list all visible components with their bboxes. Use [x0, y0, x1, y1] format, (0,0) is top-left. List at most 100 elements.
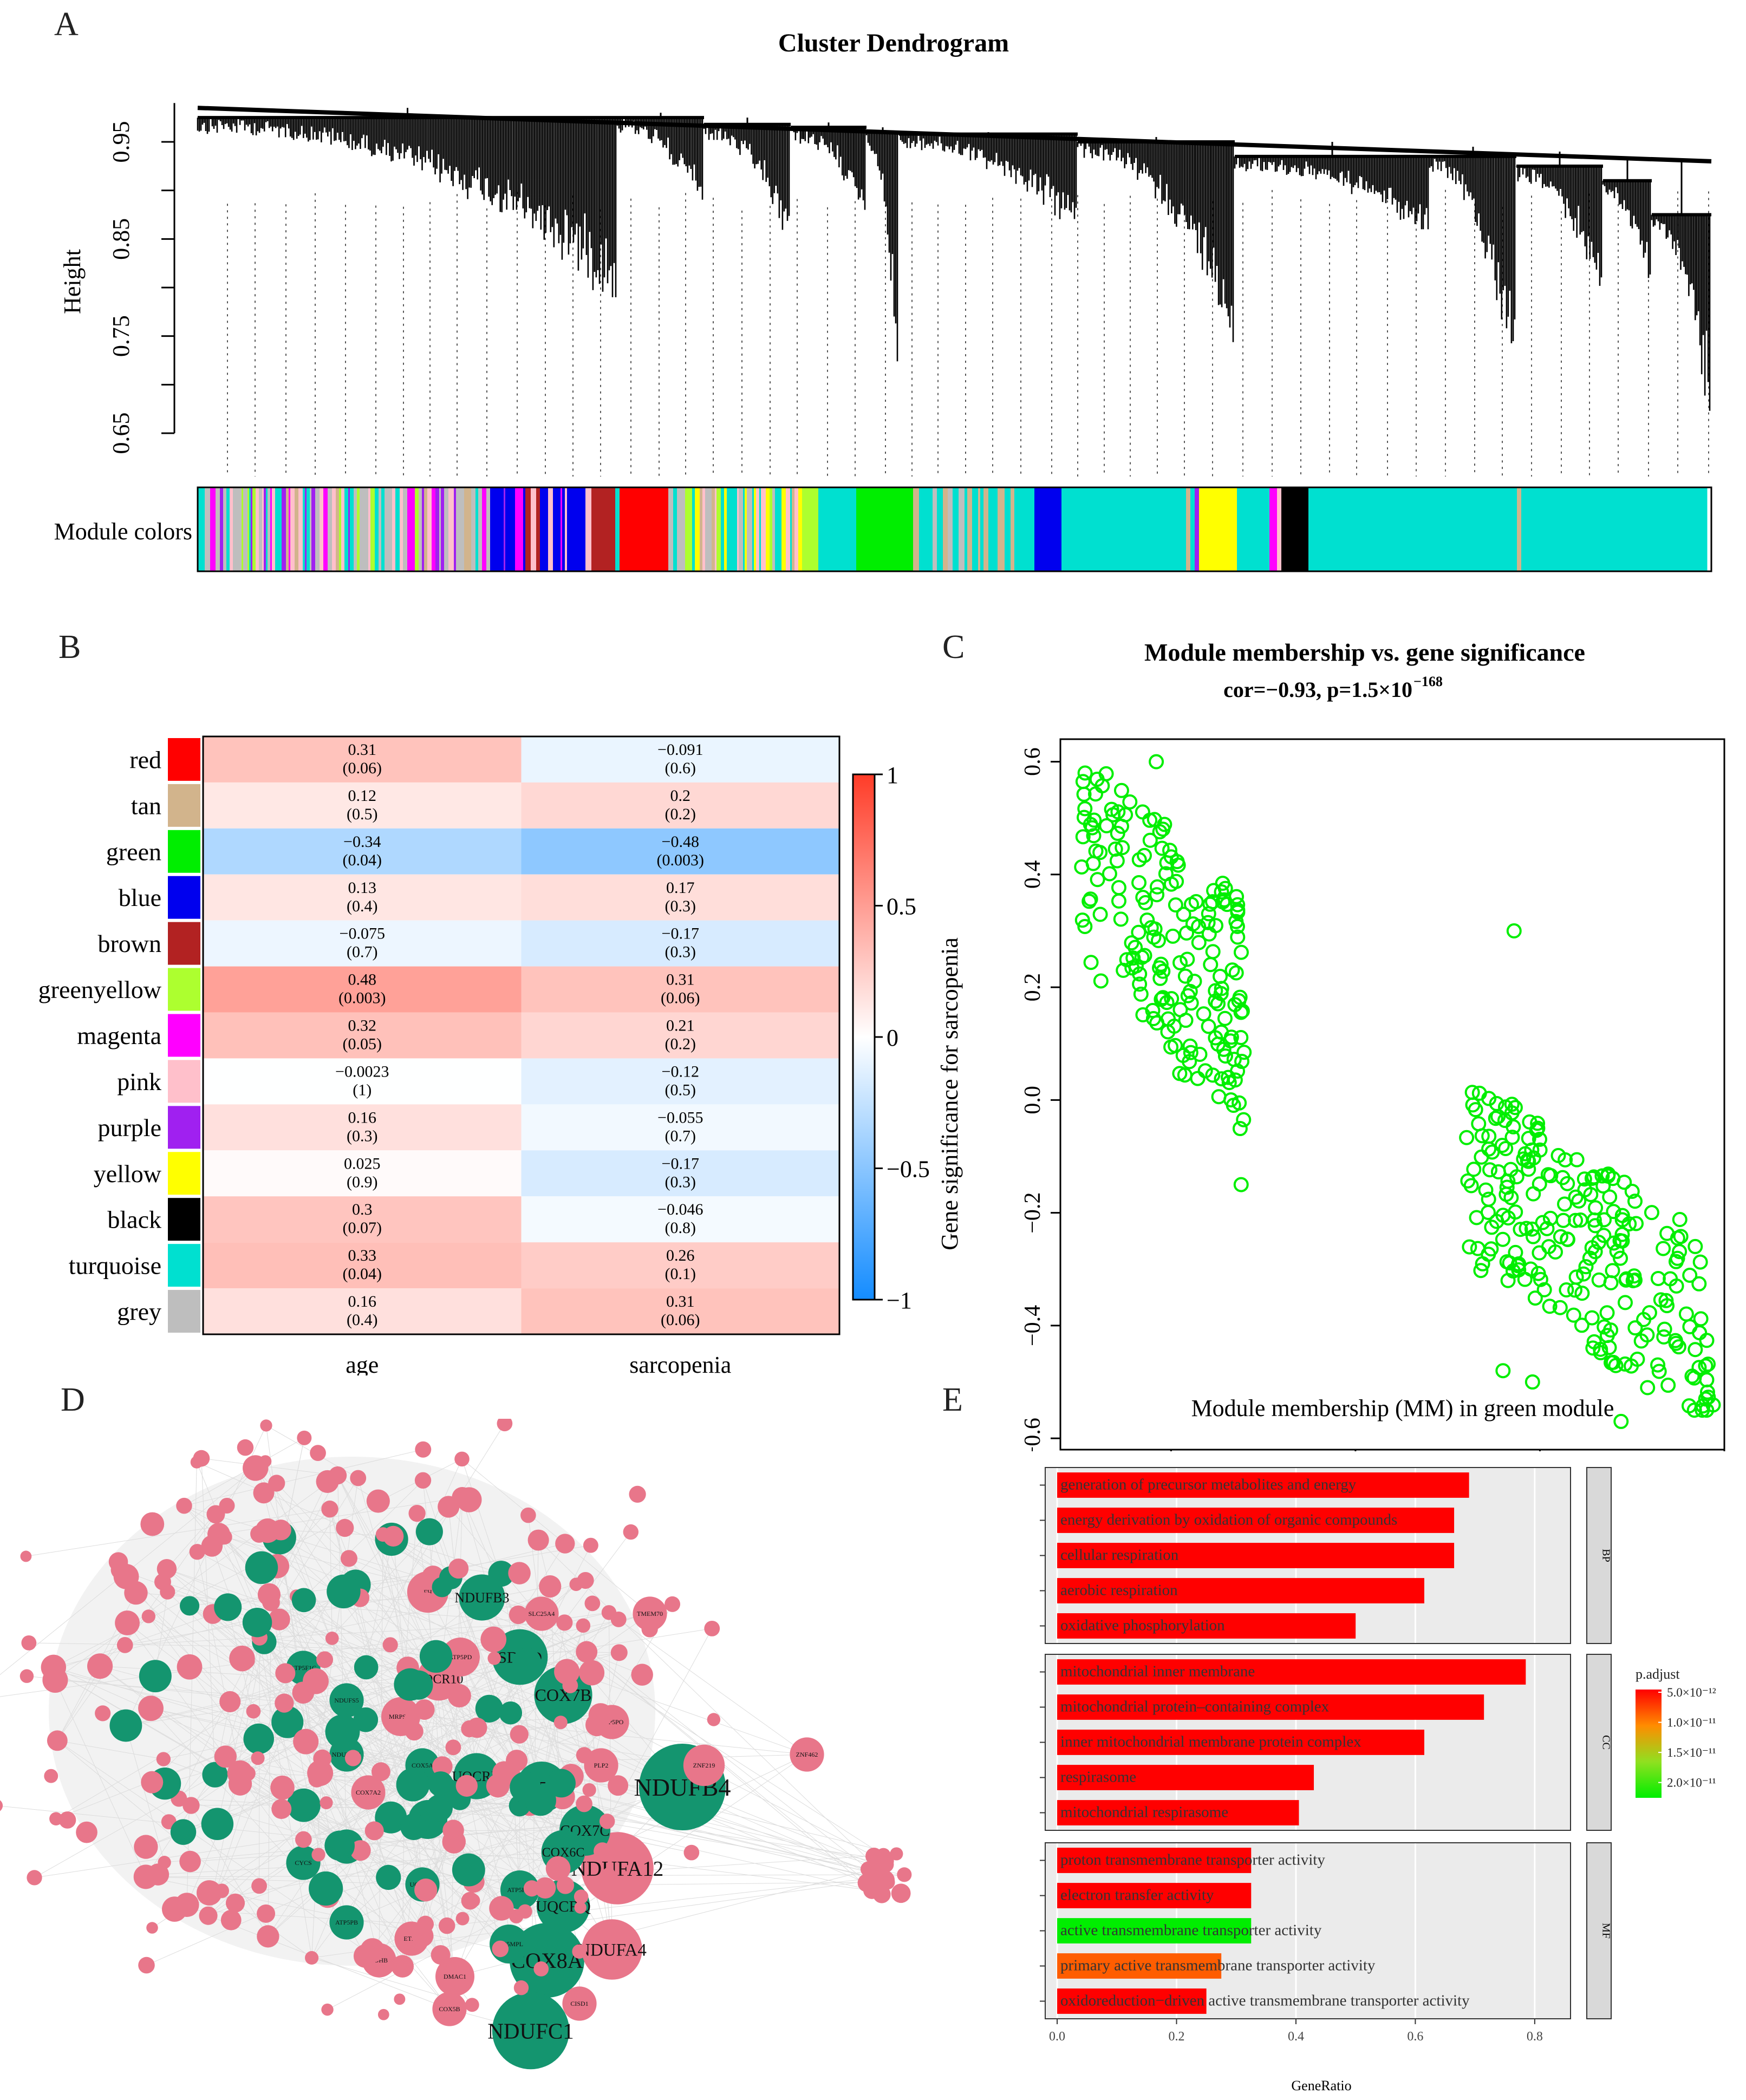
- network-node: [291, 1588, 316, 1613]
- scatter-point: [1536, 1282, 1552, 1297]
- scatter-point: [1201, 926, 1217, 942]
- module-color-segment: [360, 487, 364, 571]
- network-node: [489, 1896, 514, 1921]
- scatter-point: [1172, 1002, 1188, 1018]
- module-color-segment: [712, 487, 714, 571]
- module-color-segment: [1061, 487, 1187, 571]
- network-edge: [166, 1568, 439, 1679]
- heatmap-cell: [521, 1150, 839, 1197]
- network-edge: [56, 1659, 325, 1819]
- heatmap-cell-value: −0.055: [657, 1108, 703, 1126]
- network-node: [329, 1683, 364, 1718]
- heatmap-cell-pvalue: (0.003): [657, 851, 704, 869]
- module-color-segment: [713, 487, 715, 571]
- heatmap-cell: [521, 1058, 839, 1105]
- scatter-point: [1530, 1266, 1546, 1281]
- module-color-segment: [708, 487, 712, 571]
- scatter-point: [1208, 918, 1223, 934]
- network-node: [562, 1678, 578, 1693]
- scatter-point: [1568, 1269, 1584, 1285]
- network-node: [309, 1871, 343, 1906]
- network-node: [340, 1550, 357, 1567]
- scatter-point: [1599, 1305, 1615, 1321]
- network-node-label: ATP5PB: [335, 1919, 358, 1926]
- network-edge: [197, 1551, 240, 1773]
- scatter-point: [1617, 1295, 1633, 1310]
- network-node: [408, 1504, 426, 1522]
- scatter-point: [1605, 1263, 1620, 1279]
- scatter-point: [1627, 1320, 1643, 1336]
- network-node: [466, 1893, 480, 1908]
- network-node: [480, 1626, 507, 1653]
- scatter-point: [1525, 1374, 1540, 1390]
- network-node-label: SLC25A4: [529, 1610, 555, 1618]
- network-node: [641, 1621, 658, 1638]
- heatmap-cell-pvalue: (0.2): [665, 805, 696, 823]
- scatter-point: [1137, 948, 1152, 963]
- heatmap-cell-pvalue: (1): [353, 1081, 372, 1099]
- network-node: [510, 1725, 529, 1744]
- network-node-label: TMEM70: [637, 1610, 663, 1618]
- module-color-segment: [490, 487, 493, 571]
- module-color-segment: [268, 487, 271, 571]
- heatmap-row-label: greenyellow: [38, 976, 162, 1003]
- scatter-point: [1574, 1318, 1589, 1333]
- network-edge: [337, 1475, 477, 1777]
- heatmap-cell-value: −0.17: [662, 1155, 699, 1172]
- go-x-tick-label: 0.8: [1527, 2030, 1543, 2044]
- network-node: [307, 1760, 334, 1786]
- heatmap-cell-value: −0.075: [340, 925, 385, 943]
- module-color-segment: [236, 487, 239, 571]
- heatmap-cell-value: −0.12: [662, 1062, 699, 1080]
- scatter-point: [1152, 824, 1168, 840]
- network-node: [376, 1864, 401, 1890]
- network-node: [58, 1811, 76, 1829]
- heatmap-row-color-black: [168, 1198, 200, 1241]
- network-node: [554, 1659, 580, 1685]
- network-node: [360, 1938, 385, 1963]
- module-color-segment: [798, 487, 803, 571]
- facet-strip: [1586, 1842, 1612, 2019]
- scatter-point: [1613, 1413, 1629, 1429]
- network-node: [320, 1796, 333, 1810]
- scatter-point: [1663, 1271, 1678, 1287]
- module-color-segment: [307, 487, 310, 571]
- scatter-point: [1506, 1119, 1521, 1134]
- network-node: [21, 1635, 37, 1651]
- module-color-segment: [264, 487, 266, 571]
- network-node: [520, 1507, 536, 1523]
- network-node: [161, 1896, 187, 1922]
- module-color-segment: [571, 487, 577, 571]
- network-node: [377, 2008, 389, 2020]
- network-node: [268, 1475, 285, 1492]
- go-bar: [1057, 1694, 1484, 1720]
- module-color-segment: [727, 487, 732, 571]
- heatmap-cell-value: 0.13: [348, 879, 377, 897]
- module-color-segment: [336, 487, 340, 571]
- network-edge: [311, 1531, 631, 1958]
- network-node: [0, 1800, 3, 1811]
- scatter-point: [1191, 935, 1207, 950]
- network-node: [534, 1666, 592, 1724]
- module-color-segment: [389, 487, 393, 571]
- module-color-segment: [478, 487, 481, 571]
- dendrogram-y-tick-label: 0.95: [108, 121, 134, 163]
- scatter-point: [1614, 1208, 1630, 1223]
- module-color-segment: [792, 487, 795, 571]
- scatter-point: [1196, 1006, 1211, 1022]
- network-node: [250, 1525, 268, 1543]
- module-color-segment: [937, 487, 941, 571]
- scatter-point: [1119, 952, 1135, 968]
- network-node: [20, 1550, 32, 1562]
- network-node: [574, 1901, 587, 1914]
- module-color-segment: [471, 487, 476, 571]
- network-node: [214, 1593, 242, 1621]
- scatter-point: [1150, 932, 1166, 948]
- heatmap-row-color-green: [168, 830, 200, 873]
- network-node: [631, 1664, 653, 1686]
- network-node-label: NDUFS5: [334, 1697, 359, 1704]
- scatter-point: [1670, 1230, 1685, 1246]
- network-edge: [57, 1740, 266, 1914]
- module-color-segment: [743, 487, 745, 571]
- heatmap-cell: [203, 828, 522, 875]
